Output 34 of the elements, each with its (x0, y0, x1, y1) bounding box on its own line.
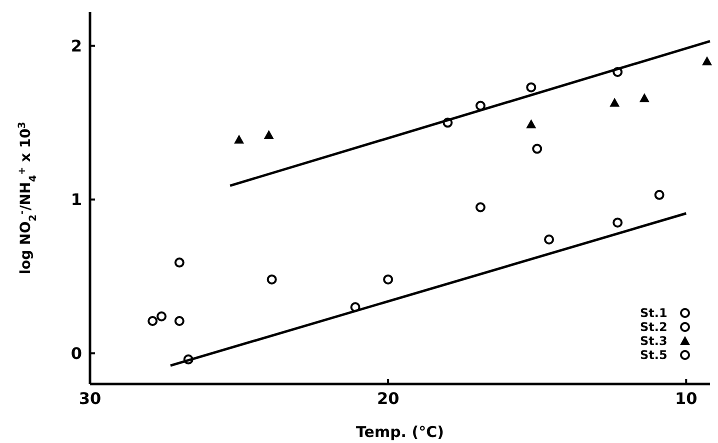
y-tick-label: 1 (70, 190, 82, 210)
point (174, 258, 184, 268)
x-tick-label: 20 (376, 389, 400, 408)
y-tick-label: 0 (70, 344, 82, 363)
point (639, 93, 650, 102)
legend-label: St.5 (640, 348, 668, 362)
point (612, 218, 623, 228)
point (383, 274, 394, 284)
point (702, 56, 712, 66)
legend-label: St.1 (640, 306, 668, 320)
point (174, 316, 184, 326)
point (442, 118, 453, 128)
point (350, 302, 360, 312)
point (475, 202, 486, 212)
point (148, 316, 158, 326)
point (266, 274, 277, 284)
x-tick-label: 30 (78, 389, 102, 408)
point (183, 354, 194, 364)
point (612, 66, 623, 77)
y-tick-label: 2 (70, 36, 82, 56)
point (526, 119, 536, 128)
point (264, 130, 274, 139)
point (526, 82, 536, 92)
point (475, 100, 486, 111)
x-axis-title: Temp. (°C) (356, 423, 444, 441)
point (654, 190, 664, 200)
point (610, 98, 620, 107)
x-tick-label: 10 (675, 389, 698, 408)
point (156, 311, 167, 322)
point (234, 134, 244, 144)
legend-label: St.2 (640, 320, 668, 334)
point (544, 234, 554, 245)
point (532, 144, 542, 154)
legend-label: St.3 (640, 334, 668, 348)
